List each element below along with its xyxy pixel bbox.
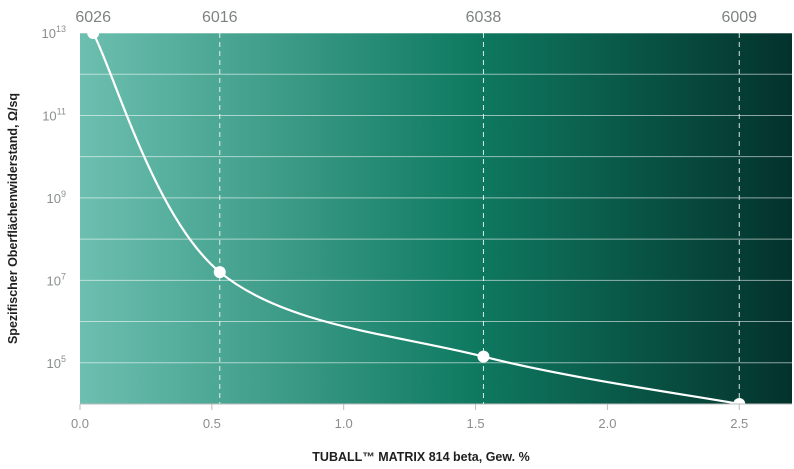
y-axis-title: Spezifischer Oberflächenwiderstand, Ω/sq bbox=[6, 93, 20, 344]
plot-background bbox=[80, 33, 792, 404]
x-tick-label: 1.0 bbox=[335, 416, 353, 431]
grade-labels: 6026 6016 6038 6009 bbox=[75, 9, 757, 26]
y-axis: 1013 1011 109 107 105 bbox=[42, 24, 66, 371]
series-line bbox=[92, 32, 740, 406]
x-axis-title: TUBALL™ MATRIX 814 beta, Gew. % bbox=[312, 450, 529, 464]
grade-label: 6009 bbox=[721, 9, 757, 26]
grade-label: 6016 bbox=[202, 9, 238, 26]
point-guides bbox=[219, 33, 740, 404]
y-tick-label: 105 bbox=[47, 354, 66, 371]
x-tick-label: 2.0 bbox=[598, 416, 616, 431]
data-points bbox=[87, 27, 746, 410]
x-tick-label: 1.5 bbox=[467, 416, 485, 431]
data-point bbox=[477, 350, 490, 363]
x-axis: 0.0 0.5 1.0 1.5 2.0 2.5 bbox=[71, 403, 792, 431]
grade-label: 6026 bbox=[75, 9, 111, 26]
series-layer bbox=[92, 32, 740, 406]
x-tick-label: 0.5 bbox=[203, 416, 221, 431]
y-tick-label: 1013 bbox=[42, 24, 66, 41]
data-point bbox=[213, 266, 226, 279]
y-tick-label: 1011 bbox=[42, 106, 66, 123]
data-point bbox=[87, 27, 100, 39]
x-tick-label: 0.0 bbox=[71, 416, 89, 431]
gridlines bbox=[80, 32, 792, 364]
grade-label: 6038 bbox=[466, 9, 502, 26]
y-tick-label: 109 bbox=[47, 189, 66, 206]
x-tick-label: 2.5 bbox=[730, 416, 748, 431]
y-tick-label: 107 bbox=[47, 271, 66, 288]
